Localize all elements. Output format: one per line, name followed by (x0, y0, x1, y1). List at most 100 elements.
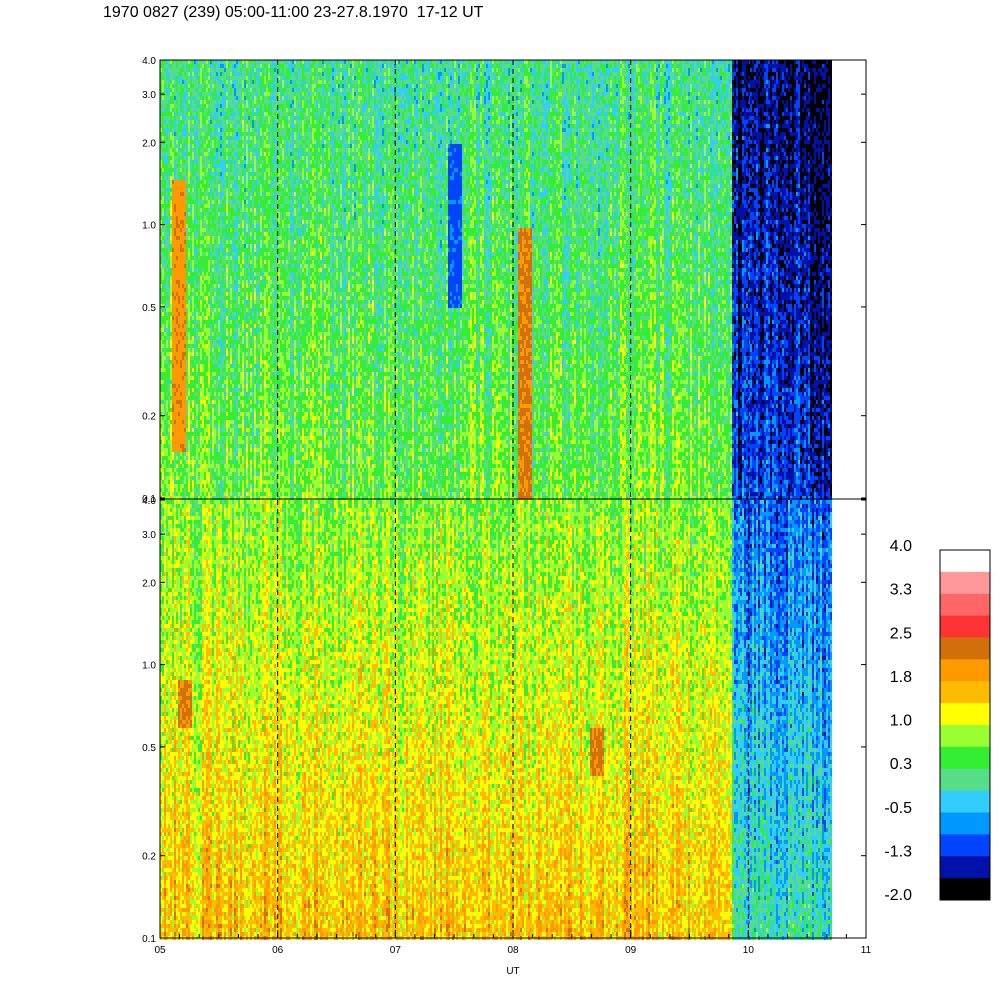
heatmap-cell (162, 428, 164, 432)
heatmap-cell (168, 464, 170, 468)
heatmap-cell (184, 380, 186, 384)
heatmap-cell (170, 220, 172, 224)
heatmap-cell (168, 224, 170, 228)
heatmap-cell (166, 344, 168, 348)
heatmap-cell (190, 164, 192, 168)
heatmap-cell (172, 348, 174, 352)
heatmap-cell (180, 396, 182, 400)
heatmap-cell (180, 468, 182, 472)
heatmap-cell (168, 432, 170, 436)
heatmap-cell (176, 76, 178, 80)
heatmap-cell (180, 108, 182, 112)
heatmap-cell (184, 316, 186, 320)
heatmap-cell (184, 104, 186, 108)
heatmap-cell (182, 204, 184, 208)
heatmap-cell (164, 296, 166, 300)
heatmap-cell (172, 200, 174, 204)
heatmap-cell (188, 400, 190, 404)
heatmap-cell (166, 332, 168, 336)
heatmap-cell (170, 300, 172, 304)
heatmap-cell (182, 252, 184, 256)
heatmap-cell (184, 164, 186, 168)
heatmap-cell (180, 76, 182, 80)
heatmap-cell (162, 392, 164, 396)
heatmap-cell (168, 120, 170, 124)
heatmap-cell (178, 316, 180, 320)
heatmap-cell (180, 412, 182, 416)
heatmap-cell (164, 120, 166, 124)
heatmap-cell (170, 120, 172, 124)
heatmap-cell (188, 432, 190, 436)
heatmap-cell (166, 120, 168, 124)
heatmap-cell (184, 224, 186, 228)
heatmap-cell (164, 88, 166, 92)
heatmap-cell (164, 452, 166, 456)
heatmap-cell (162, 276, 164, 280)
heatmap-cell (178, 396, 180, 400)
heatmap-cell (174, 404, 176, 408)
heatmap-cell (170, 436, 172, 440)
heatmap-cell (162, 440, 164, 444)
heatmap-cell (168, 148, 170, 152)
heatmap-cell (168, 232, 170, 236)
heatmap-cell (168, 476, 170, 480)
heatmap-cell (190, 76, 192, 80)
heatmap-cell (182, 156, 184, 160)
heatmap-cell (166, 156, 168, 160)
heatmap-cell (172, 448, 174, 452)
heatmap-cell (182, 432, 184, 436)
heatmap-cell (172, 164, 174, 168)
heatmap-cell (184, 212, 186, 216)
heatmap-cell (172, 328, 174, 332)
heatmap-cell (172, 184, 174, 188)
heatmap-cell (172, 180, 174, 184)
heatmap-cell (186, 84, 188, 88)
heatmap-cell (182, 264, 184, 268)
heatmap-cell (174, 452, 176, 456)
heatmap-cell (166, 352, 168, 356)
heatmap-cell (166, 364, 168, 368)
heatmap-cell (162, 60, 164, 64)
heatmap-cell (164, 164, 166, 168)
heatmap-cell (182, 468, 184, 472)
heatmap-cell (176, 72, 178, 76)
heatmap-cell (180, 164, 182, 168)
heatmap-cell (182, 244, 184, 248)
heatmap-cell (186, 232, 188, 236)
heatmap-cell (178, 300, 180, 304)
heatmap-cell (174, 300, 176, 304)
heatmap-cell (170, 116, 172, 120)
heatmap-cell (162, 156, 164, 160)
heatmap-cell (188, 368, 190, 372)
heatmap-cell (178, 220, 180, 224)
heatmap-cell (172, 368, 174, 372)
heatmap-cell (172, 176, 174, 180)
heatmap-cell (180, 124, 182, 128)
heatmap-cell (170, 248, 172, 252)
heatmap-cell (184, 132, 186, 136)
heatmap-cell (180, 244, 182, 248)
heatmap-cell (174, 292, 176, 296)
heatmap-cell (184, 484, 186, 488)
heatmap-cell (188, 404, 190, 408)
heatmap-cell (182, 132, 184, 136)
heatmap-cell (164, 128, 166, 132)
heatmap-cell (184, 468, 186, 472)
heatmap-cell (168, 220, 170, 224)
heatmap-cell (164, 100, 166, 104)
heatmap-cell (184, 220, 186, 224)
heatmap-cell (168, 364, 170, 368)
heatmap-cell (170, 348, 172, 352)
heatmap-cell (184, 452, 186, 456)
heatmap-cell (188, 308, 190, 312)
heatmap-cell (182, 316, 184, 320)
heatmap-cell (174, 192, 176, 196)
heatmap-cell (178, 336, 180, 340)
heatmap-cell (180, 416, 182, 420)
heatmap-cell (186, 268, 188, 272)
heatmap-cell (188, 364, 190, 368)
heatmap-cell (174, 416, 176, 420)
heatmap-cell (184, 492, 186, 496)
heatmap-cell (178, 488, 180, 492)
heatmap-cell (170, 320, 172, 324)
